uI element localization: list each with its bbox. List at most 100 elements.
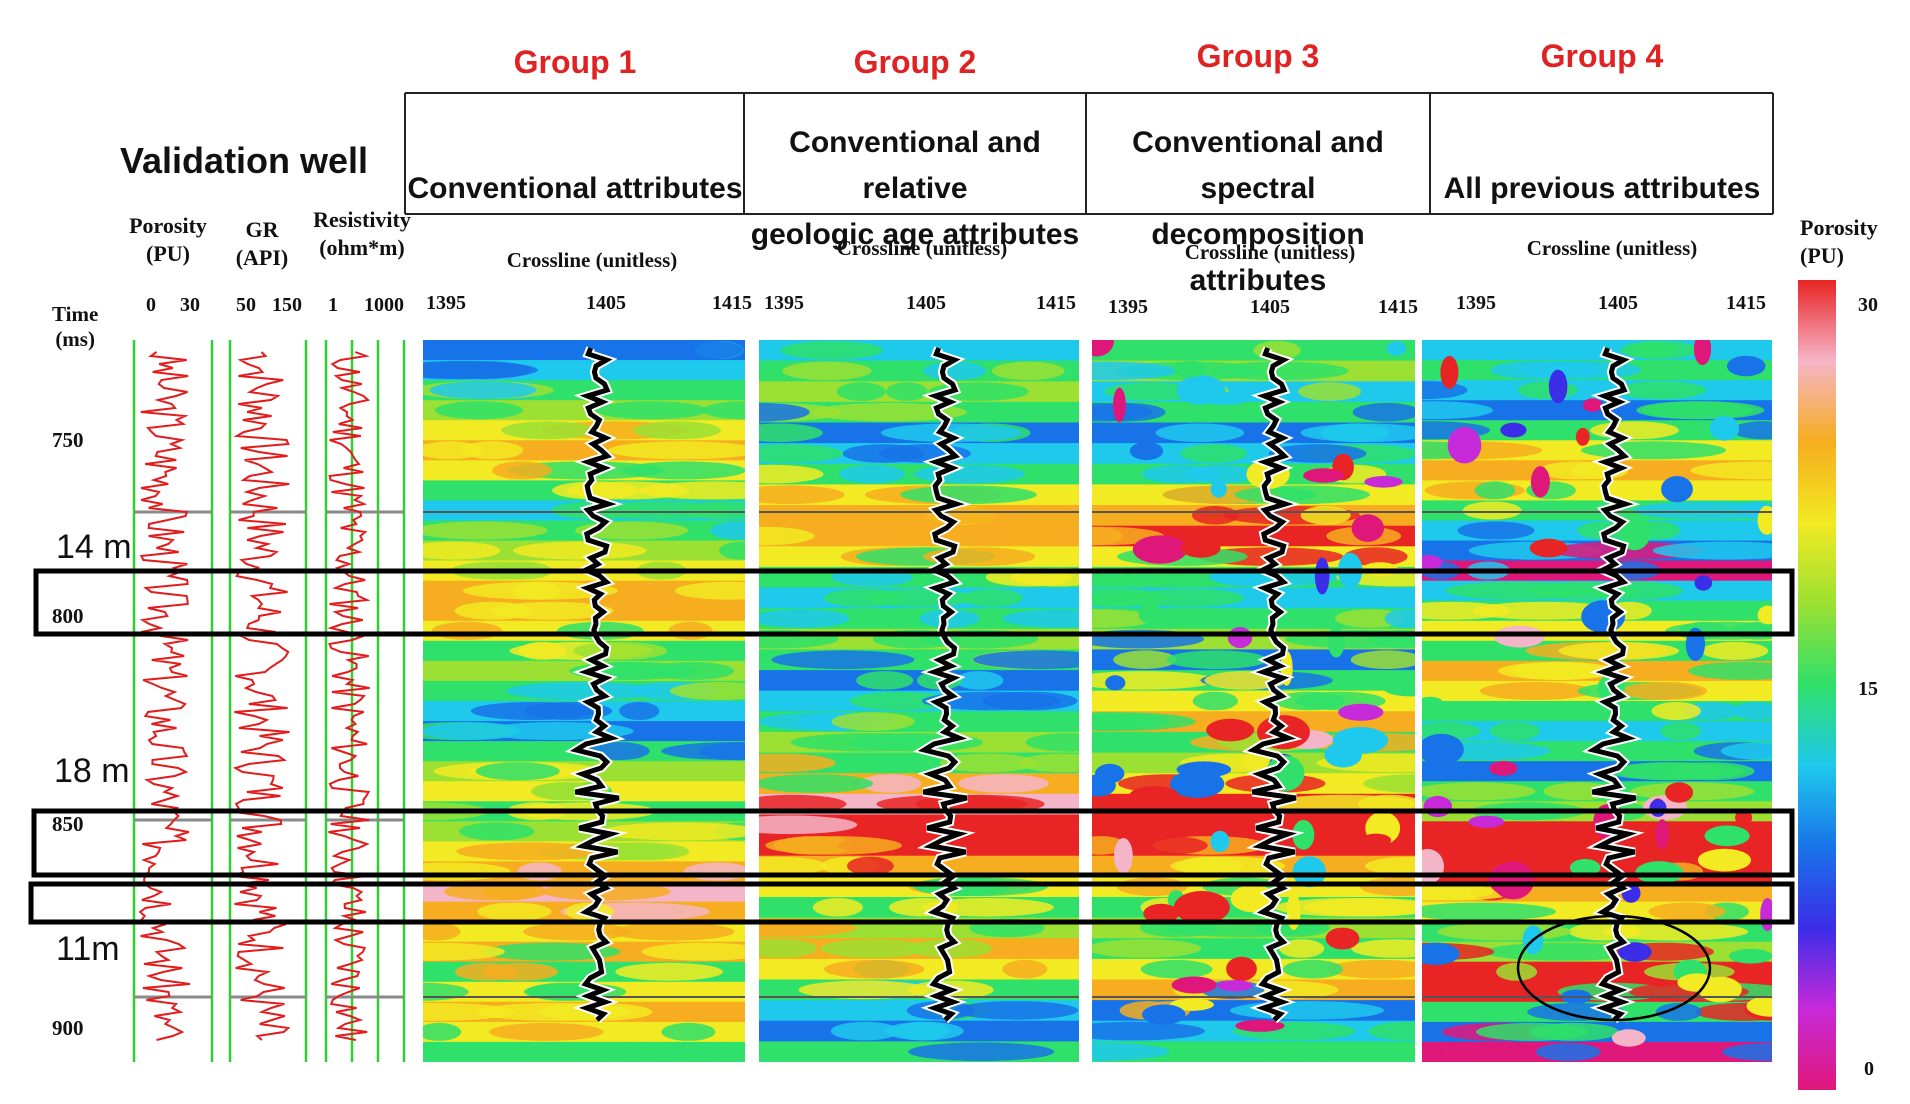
heatmap-patch	[423, 521, 548, 540]
heatmap-patch	[1018, 753, 1079, 773]
group-3-description-line-2: decomposition attributes	[1151, 218, 1365, 297]
resistivity-max: 1000	[364, 294, 404, 316]
group-2-description: Conventional and relative geologic age a…	[745, 120, 1085, 258]
heatmap-blob	[1529, 538, 1568, 558]
group-4-tick-1395: 1395	[1456, 292, 1496, 314]
heatmap-patch	[595, 401, 708, 420]
heatmap-patch	[518, 641, 567, 660]
heatmap-blob	[1386, 341, 1406, 356]
heatmap-patch	[780, 341, 883, 360]
group-2-tick-1415: 1415	[1036, 292, 1076, 314]
heatmap-blob	[1292, 820, 1315, 850]
heatmap-blob	[1709, 416, 1740, 441]
gr-min: 50	[236, 294, 256, 316]
heatmap-patch	[526, 341, 642, 359]
heatmap-patch	[1733, 702, 1772, 720]
heatmap-blob	[1611, 1029, 1646, 1047]
heatmap-patch	[782, 361, 872, 381]
heatmap-blob	[1132, 535, 1188, 564]
heatmap-blob	[1173, 360, 1208, 378]
heatmap-patch	[423, 942, 505, 961]
heatmap-patch	[661, 1022, 716, 1041]
heatmap-patch	[1104, 382, 1200, 401]
group-2-heatmap	[759, 340, 1079, 1062]
porosity-log-curve	[138, 351, 191, 1041]
heatmap-patch	[482, 962, 558, 981]
heatmap-blob	[1422, 733, 1464, 766]
group-4-porosity-panel	[1422, 340, 1772, 1062]
heatmap-patch	[957, 774, 1049, 793]
heatmap-blob	[1422, 555, 1443, 570]
heatmap-patch	[1621, 682, 1708, 700]
heatmap-blob	[1383, 680, 1415, 697]
heatmap-patch	[1192, 691, 1238, 711]
heatmap-patch	[1300, 506, 1351, 525]
heatmap-patch	[1282, 959, 1343, 979]
heatmap-blob	[1548, 369, 1568, 404]
heatmap-patch	[972, 650, 1079, 669]
heatmap-patch	[1651, 702, 1701, 720]
heatmap-patch	[1474, 481, 1516, 500]
heatmap-patch	[1701, 641, 1769, 660]
heatmap-patch	[759, 856, 828, 876]
group-4-crossline-label: Crossline (unitless)	[1526, 236, 1698, 260]
heatmap-patch	[1722, 1043, 1772, 1061]
porosity-colorbar	[1798, 280, 1836, 1090]
heatmap-patch	[1484, 942, 1643, 961]
heatmap-patch	[1620, 341, 1700, 359]
group-3-well-trace	[1246, 347, 1298, 1022]
heatmap-patch	[839, 464, 906, 484]
heatmap-patch	[759, 774, 874, 793]
heatmap-patch	[1350, 650, 1415, 669]
heatmap-patch	[856, 671, 914, 690]
gr-track-name: GR	[245, 217, 279, 242]
heatmap-blob	[1129, 786, 1180, 806]
heatmap-patch	[1092, 588, 1165, 608]
heatmap-patch	[954, 1001, 1079, 1020]
heatmap-patch	[641, 942, 745, 961]
heatmap-patch	[1471, 601, 1617, 620]
heatmap-patch	[423, 1022, 462, 1041]
resistivity-track-header: Resistivity (ohm*m)	[306, 206, 418, 262]
heatmap-patch	[611, 922, 735, 941]
porosity-track-name: Porosity	[129, 213, 207, 238]
heatmap-blob	[1575, 427, 1590, 446]
time-axis-unit: (ms)	[55, 327, 95, 351]
heatmap-patch	[1155, 423, 1245, 443]
heatmap-patch	[1384, 609, 1415, 628]
heatmap-blob	[1092, 340, 1114, 357]
group-4-description: All previous attributes	[1432, 166, 1772, 212]
porosity-track-unit: (PU)	[146, 241, 190, 266]
heatmap-blob	[1655, 819, 1669, 850]
heatmap-blob	[1468, 815, 1505, 828]
heatmap-patch	[423, 441, 483, 460]
heatmap-patch	[435, 401, 523, 420]
heatmap-patch	[506, 682, 659, 700]
heatmap-patch	[1365, 856, 1415, 876]
highlight-ellipse	[1516, 914, 1712, 1022]
heatmap-patch	[1180, 444, 1248, 463]
heatmap-patch	[836, 382, 886, 401]
heatmap-patch	[889, 526, 944, 546]
group-2-heatmap-bands	[759, 340, 1079, 1062]
heatmap-patch	[955, 671, 1004, 690]
heatmap-blob	[1138, 603, 1163, 625]
group-2-crossline-label: Crossline (unitless)	[836, 236, 1008, 260]
heatmap-patch	[1441, 1043, 1483, 1061]
heatmap-patch	[710, 521, 745, 540]
heatmap-patch	[456, 842, 604, 861]
heatmap-patch	[1351, 939, 1415, 958]
group-1-description: Conventional attributes	[405, 166, 745, 212]
heatmap-patch	[812, 898, 863, 917]
heatmap-patch	[477, 902, 552, 921]
heatmap-patch	[1279, 939, 1325, 958]
heatmap-patch	[823, 588, 903, 608]
heatmap-patch	[475, 762, 560, 781]
heatmap-patch	[962, 588, 1023, 608]
group-3-tick-1405: 1405	[1250, 296, 1290, 318]
heatmap-patch	[1422, 401, 1493, 420]
heatmap-patch	[771, 650, 915, 669]
heatmap-patch	[1092, 939, 1202, 958]
heatmap-patch	[908, 1042, 1055, 1061]
